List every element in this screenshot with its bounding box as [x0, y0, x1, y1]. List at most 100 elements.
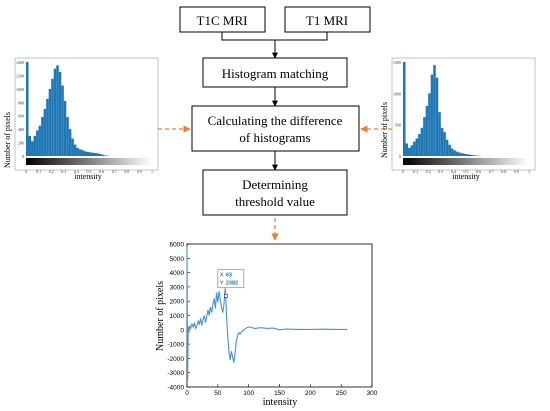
histogram-bar	[26, 62, 29, 156]
x-tick-label: 0.2	[49, 169, 54, 174]
histogram-bar	[76, 147, 79, 156]
y-tick-label: -3000	[167, 370, 184, 377]
histogram-bar	[43, 109, 47, 156]
datatip-y-label: Y	[220, 281, 224, 287]
y-tick-label: 0	[180, 327, 184, 334]
histogram-bar	[71, 138, 74, 156]
histogram-bar	[31, 141, 34, 156]
histogram-bar	[73, 144, 77, 156]
histogram-bar	[468, 154, 472, 156]
y-tick-label: -1000	[167, 342, 184, 349]
histogram-bar	[81, 150, 84, 156]
x-tick-label: 0.6	[476, 169, 481, 174]
y-tick-label: 2000	[170, 299, 185, 306]
y-tick-label: 200	[18, 141, 24, 146]
box-threshold-line2: threshold value	[235, 194, 315, 209]
histogram-bar	[433, 65, 436, 156]
datatip-box	[217, 269, 245, 289]
x-tick-label: 250	[336, 390, 347, 397]
y-tick-label: 1200	[16, 73, 24, 78]
histogram-bar	[423, 117, 426, 156]
y-tick-label: 0	[22, 154, 24, 159]
y-tick-label: 3000	[170, 284, 185, 291]
x-tick-label: 0.2	[426, 169, 431, 174]
datatip-x-label: X	[220, 273, 224, 279]
y-tick-label: 0	[399, 154, 401, 159]
left-histogram-y-ticks: 1400 1200 1000 800 600 400 200 0	[16, 60, 24, 159]
left-histogram-ylabel: Number of pixels	[3, 112, 12, 168]
y-tick-label: 1400	[16, 60, 24, 65]
histogram-bar	[99, 153, 102, 156]
histogram-bar	[435, 77, 439, 156]
y-tick-label: 400	[18, 127, 24, 132]
histogram-bar	[83, 151, 87, 156]
y-tick-label: 5000	[170, 256, 185, 263]
x-tick-label: 0.6	[99, 169, 104, 174]
histogram-bar	[94, 152, 97, 156]
right-histogram-x-ticks: 0 0.1 0.2 0.3 0.4 0.5 0.6 0.7 0.8 0.9 1	[402, 169, 530, 174]
right-histogram-y-ticks: 1500 1000 500 0	[393, 60, 401, 159]
left-histogram-x-ticks: 0 0.1 0.2 0.3 0.4 0.5 0.6 0.7 0.8 0.9 1	[25, 169, 153, 174]
histogram-bar	[466, 154, 469, 156]
histogram-bar	[46, 98, 49, 156]
x-tick-label: 300	[367, 390, 378, 397]
histogram-bar	[61, 85, 64, 156]
box-t1-mri: T1 MRI	[284, 6, 371, 33]
y-tick-label: 1000	[16, 87, 24, 92]
histogram-bar	[48, 88, 52, 156]
x-tick-label: 1	[528, 169, 530, 174]
box-histogram-matching: Histogram matching	[202, 57, 348, 88]
histogram-bar	[403, 62, 406, 156]
box-t1c-label: T1C MRI	[197, 13, 248, 28]
difference-plot: 6000500040003000200010000-1000-2000-3000…	[155, 242, 378, 409]
y-tick-label: 1000	[393, 91, 401, 96]
box-difference-line2: of histograms	[239, 130, 310, 145]
box-t1c-mri: T1C MRI	[179, 6, 266, 33]
histogram-bar	[415, 138, 419, 156]
histogram-bar	[89, 152, 92, 156]
left-histogram-bars	[26, 62, 110, 156]
histogram-bar	[96, 153, 100, 156]
difference-series-line	[186, 246, 348, 380]
x-tick-label: 0.5	[87, 169, 92, 174]
histogram-bar	[425, 105, 429, 156]
x-tick-label: 0.5	[464, 169, 469, 174]
histogram-bar	[438, 112, 441, 156]
x-tick-label: 1	[151, 169, 153, 174]
difference-plot-frame	[186, 243, 373, 388]
y-tick-label: -2000	[167, 356, 184, 363]
x-tick-label: 0.8	[501, 169, 506, 174]
left-histogram-xlabel: intensity	[74, 172, 102, 181]
difference-plot-x-ticks: 0 50 100 150 200 250 300	[185, 384, 378, 397]
box-histogram-matching-label: Histogram matching	[222, 66, 329, 81]
x-tick-label: 50	[214, 390, 222, 397]
difference-plot-xlabel: intensity	[263, 397, 297, 408]
box-difference: Calculating the difference of histograms	[191, 105, 360, 152]
x-tick-label: 0.9	[137, 169, 142, 174]
x-tick-label: 0.8	[124, 169, 129, 174]
histogram-bar	[430, 74, 434, 156]
histogram-bar	[51, 78, 54, 156]
merge-connector	[221, 32, 328, 41]
x-tick-label: 0.4	[451, 169, 456, 174]
histogram-bar	[418, 134, 421, 156]
histogram-bar	[453, 150, 456, 156]
x-tick-label: 0.3	[438, 169, 443, 174]
x-tick-label: 0.3	[61, 169, 66, 174]
y-tick-label: 800	[18, 100, 24, 105]
histogram-bar	[455, 151, 459, 156]
datatip-x-value: 63	[226, 273, 232, 279]
datatip-marker	[224, 293, 228, 298]
histogram-bar	[420, 127, 424, 156]
histogram-bar	[458, 152, 461, 156]
histogram-bar	[450, 148, 454, 156]
box-t1-label: T1 MRI	[306, 13, 348, 28]
x-tick-label: 0	[185, 390, 189, 397]
x-tick-label: 0.7	[489, 169, 494, 174]
right-histogram-bars	[403, 62, 482, 156]
histogram-bar	[445, 139, 449, 156]
y-tick-label: -4000	[167, 385, 184, 392]
x-tick-label: 0.4	[74, 169, 79, 174]
